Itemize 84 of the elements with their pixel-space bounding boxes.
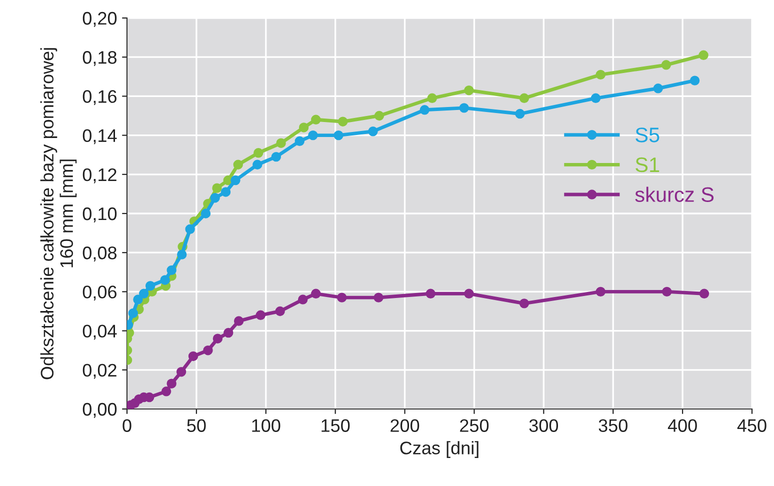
point [311,114,321,125]
x-tick-label: 350 [598,419,628,432]
point [166,378,176,388]
point [590,93,601,104]
y-tick-label: 0,16 [82,90,116,106]
point [161,386,172,396]
point [220,187,231,197]
point [690,76,700,86]
point [212,183,222,193]
point [374,292,384,302]
point [166,265,176,276]
point [212,334,223,344]
point [338,116,348,126]
y-tick-label: 0,02 [82,364,116,379]
x-axis-title: Czas [dni] [400,441,478,458]
y-tick-label: 0,12 [82,168,116,184]
y-tick-label: 0,14 [82,129,117,144]
point [252,160,262,170]
x-tick-label: 400 [668,419,697,432]
y-tick-label: 0,10 [82,207,117,222]
point [519,298,530,308]
x-tick-label: 150 [322,419,350,432]
point [298,294,308,304]
point [256,310,266,320]
point [275,306,285,316]
point [464,288,474,299]
point [464,85,474,96]
x-tick-label: 200 [390,419,420,432]
x-tick-label: 450 [737,419,766,432]
legend-label: skurcz S [635,186,714,202]
point [128,308,138,318]
point [426,288,436,299]
point [271,152,282,162]
point [337,292,347,302]
x-tick-label: 0 [122,419,132,432]
point [519,93,530,104]
point [420,105,430,115]
x-tick-label: 100 [252,419,280,432]
point [138,288,149,299]
point [699,288,710,299]
point [234,316,244,326]
y-tick-label: 0,08 [82,246,116,262]
point [230,175,240,186]
point [276,138,286,148]
y-tick-label: 0,00 [82,402,117,418]
point [308,130,318,140]
point [176,366,186,377]
point [661,60,672,70]
point [160,275,170,285]
y-tick-label: 0,06 [82,286,116,301]
point [210,193,220,203]
point [224,328,234,338]
point [368,126,378,136]
point [294,136,304,146]
point [200,208,211,218]
point [254,148,264,158]
point [188,351,198,362]
y-tick-label: 0,20 [82,12,117,27]
y-tick-label: 0,04 [82,324,117,340]
point [515,108,525,119]
point [203,345,213,356]
x-tick-label: 300 [529,419,558,432]
point [698,50,708,60]
legend-label: S1 [636,157,660,172]
point [185,224,195,234]
y-axis-title: Odkształcenie całkowite bazy pomiarowej 160 mm [mm] [40,48,77,380]
point [334,130,344,140]
point [298,122,309,132]
point [662,286,672,297]
x-tick-label: 250 [460,419,489,432]
legend-label: S5 [636,128,660,142]
point [177,250,187,260]
point [233,160,243,170]
point [459,103,469,113]
point [596,286,606,297]
point [427,93,437,104]
point [653,84,663,94]
x-tick-label: 50 [187,419,206,432]
point [374,110,384,121]
point [311,288,321,299]
y-tick-label: 0,18 [82,51,116,66]
point [133,294,143,304]
point [145,280,156,291]
point [596,70,606,80]
